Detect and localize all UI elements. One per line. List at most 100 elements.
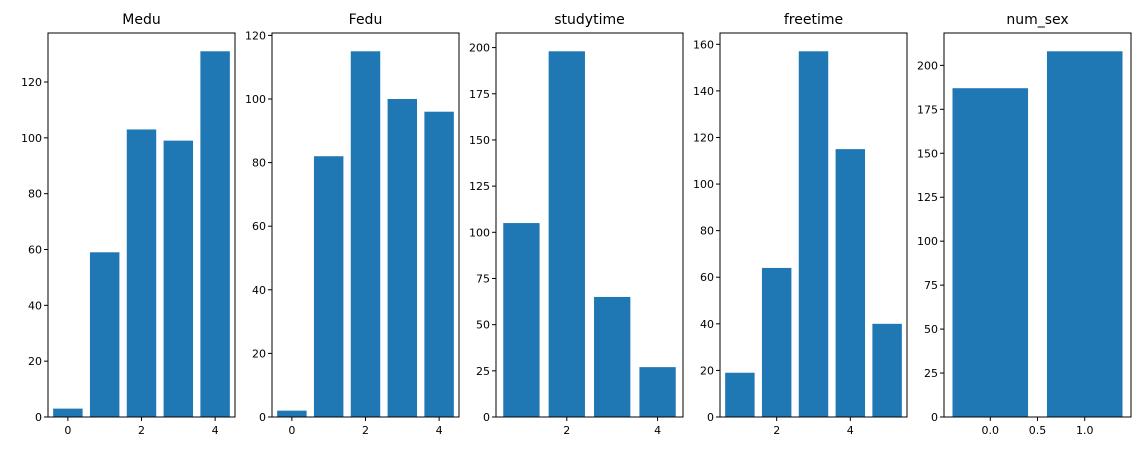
y-tick-label: 150 [917, 147, 938, 160]
x-ticks: 0.0 0.5 1.0 [982, 417, 1094, 437]
y-tick-label: 25 [476, 365, 490, 378]
x-tick-label: 4 [847, 424, 854, 437]
axes-frame [47, 32, 236, 418]
y-tick-label: 200 [469, 42, 490, 55]
x-tick-label: 2 [773, 424, 780, 437]
bar [200, 51, 230, 418]
bars [725, 51, 902, 418]
panel-title: num_sex [1006, 12, 1068, 28]
panel-fedu: Fedu 0 2 4 0 20 40 60 80 100 120 [245, 12, 460, 437]
y-tick-label: 50 [924, 323, 938, 336]
bar [350, 51, 381, 418]
y-tick-label: 60 [252, 220, 266, 233]
y-tick-label: 0 [707, 411, 714, 424]
bar [89, 252, 120, 417]
y-ticks: 0 25 50 75 100 125 150 175 200 [917, 59, 944, 424]
y-ticks: 0 25 50 75 100 125 150 175 200 [469, 42, 496, 424]
axes-frame [719, 32, 908, 418]
y-tick-label: 0 [259, 411, 266, 424]
bar [798, 51, 829, 418]
x-tick-label: 2 [138, 424, 145, 437]
y-tick-label: 200 [917, 59, 938, 72]
bar [548, 51, 585, 418]
bar [313, 156, 344, 418]
panel-title: studytime [554, 12, 624, 28]
x-tick-label: 0 [288, 424, 295, 437]
y-tick-label: 0 [483, 411, 490, 424]
x-tick-label: 2 [563, 424, 570, 437]
y-tick-label: 20 [700, 364, 714, 377]
x-tick-label: 4 [654, 424, 661, 437]
bar [424, 111, 454, 418]
y-tick-label: 40 [28, 299, 42, 312]
y-tick-label: 0 [931, 411, 938, 424]
y-tick-label: 120 [245, 29, 266, 42]
axes-frame [271, 32, 460, 418]
bar [872, 323, 902, 417]
bar [163, 140, 194, 418]
y-tick-label: 100 [917, 235, 938, 248]
panel-medu: Medu 0 2 4 0 20 40 60 80 100 120 [21, 12, 236, 437]
y-tick-label: 120 [21, 76, 42, 89]
panel-title: Fedu [349, 12, 383, 28]
y-tick-label: 160 [693, 38, 714, 51]
bar [594, 296, 631, 417]
bar [1046, 51, 1123, 418]
y-tick-label: 40 [252, 284, 266, 297]
bars [277, 51, 454, 418]
x-tick-label: 0.5 [1029, 424, 1047, 437]
bar [952, 88, 1029, 417]
bar [761, 267, 792, 417]
y-tick-label: 140 [693, 85, 714, 98]
x-tick-label: 0.0 [982, 424, 1000, 437]
bars [53, 51, 230, 418]
bars [952, 51, 1123, 418]
y-ticks: 0 20 40 60 80 100 120 [245, 29, 272, 424]
y-tick-label: 50 [476, 319, 490, 332]
y-tick-label: 120 [693, 131, 714, 144]
y-tick-label: 20 [28, 355, 42, 368]
x-tick-label: 4 [212, 424, 219, 437]
y-tick-label: 100 [21, 132, 42, 145]
y-tick-label: 150 [469, 134, 490, 147]
x-ticks: 0 2 4 [64, 417, 219, 437]
bar [387, 98, 418, 417]
y-tick-label: 80 [28, 188, 42, 201]
panel-title: Medu [122, 12, 160, 28]
x-tick-label: 1.0 [1076, 424, 1094, 437]
y-tick-label: 175 [469, 88, 490, 101]
y-tick-label: 60 [700, 271, 714, 284]
bar [277, 410, 307, 417]
bar [53, 408, 83, 417]
y-tick-label: 25 [924, 367, 938, 380]
panel-title: freetime [784, 12, 843, 28]
panel-num-sex: num_sex 0.0 0.5 1.0 0 25 50 75 100 125 150 175 200 [917, 12, 1132, 437]
bar [503, 223, 540, 417]
y-ticks: 0 20 40 60 80 100 120 [21, 76, 48, 424]
y-tick-label: 20 [252, 347, 266, 360]
y-tick-label: 0 [35, 411, 42, 424]
y-tick-label: 100 [693, 178, 714, 191]
bar [639, 367, 676, 417]
y-tick-label: 125 [917, 191, 938, 204]
x-tick-label: 0 [64, 424, 71, 437]
x-tick-label: 4 [436, 424, 443, 437]
bars [503, 51, 676, 418]
x-ticks: 0 2 4 [288, 417, 443, 437]
y-tick-label: 80 [252, 157, 266, 170]
y-tick-label: 80 [700, 225, 714, 238]
y-tick-label: 60 [28, 243, 42, 256]
y-tick-label: 100 [245, 93, 266, 106]
bar [835, 149, 866, 417]
axes-frame [495, 32, 684, 418]
axes-frame [943, 32, 1132, 418]
y-tick-label: 75 [924, 279, 938, 292]
y-tick-label: 75 [476, 272, 490, 285]
bar [126, 129, 157, 417]
y-tick-label: 125 [469, 180, 490, 193]
bar [725, 372, 755, 417]
